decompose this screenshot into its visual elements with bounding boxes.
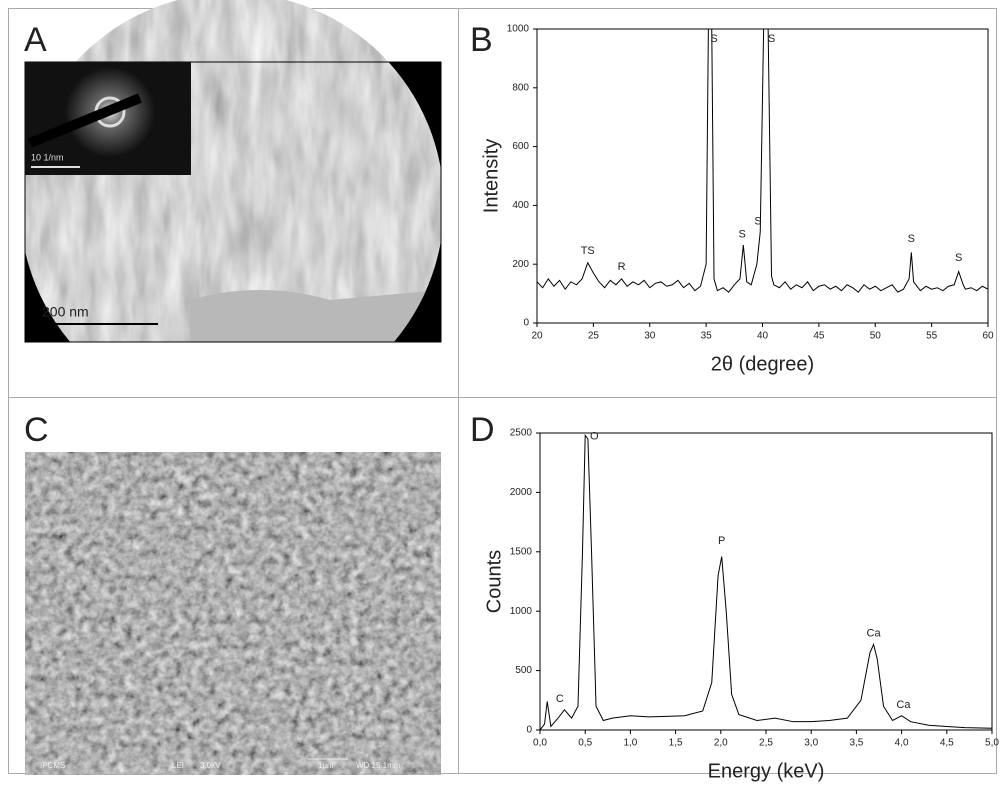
- x-tick-label: 30: [644, 331, 656, 342]
- x-axis-label: Energy (keV): [708, 760, 825, 782]
- x-tick-label: 5,0: [985, 738, 999, 749]
- scale-text: 200 nm: [42, 304, 89, 320]
- y-tick-label: 200: [512, 259, 529, 270]
- panel-letter: A: [24, 21, 47, 59]
- peak-label: R: [618, 261, 626, 273]
- panel-letter: D: [470, 411, 495, 449]
- beam-stop: [28, 93, 142, 148]
- peak-label: S: [955, 252, 962, 264]
- micrograph-border: [24, 61, 442, 343]
- x-tick-label: 3,5: [849, 738, 863, 749]
- x-tick-label: 45: [813, 331, 825, 342]
- sem-info: 3.0kV: [200, 761, 221, 770]
- peak-label: S: [739, 229, 746, 241]
- x-tick-label: 35: [701, 331, 713, 342]
- y-tick-label: 600: [512, 141, 529, 152]
- peak-label: O: [590, 430, 599, 442]
- plot-frame: [539, 432, 993, 731]
- y-tick-label: 400: [512, 200, 529, 211]
- x-tick-label: 40: [757, 331, 769, 342]
- peak-label: P: [718, 535, 725, 547]
- x-tick-label: 2,0: [714, 738, 728, 749]
- y-tick-label: 500: [515, 665, 532, 676]
- sem-info: WD 15.1mm: [356, 761, 401, 770]
- panel-letter: B: [470, 21, 493, 59]
- sem-micrograph: [25, 452, 441, 775]
- x-tick-label: 0,0: [533, 738, 547, 749]
- data-line: [537, 29, 988, 293]
- panel-letter: C: [24, 411, 49, 449]
- y-tick-label: 1000: [510, 606, 533, 617]
- peak-label: S: [754, 215, 761, 227]
- x-tick-label: 2,5: [759, 738, 773, 749]
- y-axis-label: Counts: [483, 550, 505, 613]
- x-tick-label: 20: [531, 331, 543, 342]
- y-tick-label: 2000: [510, 487, 533, 498]
- x-tick-label: 60: [982, 331, 994, 342]
- x-tick-label: 50: [870, 331, 882, 342]
- x-tick-label: 1,0: [623, 738, 637, 749]
- data-line: [540, 433, 992, 730]
- y-tick-label: 800: [512, 82, 529, 93]
- y-tick-label: 1500: [510, 546, 533, 557]
- peak-label: Ca: [867, 628, 882, 640]
- peak-label: S: [768, 33, 775, 45]
- y-tick-label: 0: [526, 725, 532, 736]
- peak-label: C: [556, 693, 564, 705]
- peak-label: Ca: [896, 699, 911, 711]
- x-tick-label: 4,0: [895, 738, 909, 749]
- x-tick-label: 1,5: [669, 738, 683, 749]
- peak-label: S: [908, 233, 915, 245]
- peak-label: TS: [581, 245, 595, 257]
- peak-label: S: [710, 33, 717, 45]
- sem-info: IPCMS: [40, 761, 65, 770]
- x-tick-label: 25: [588, 331, 600, 342]
- x-axis-label: 2θ (degree): [711, 353, 814, 375]
- sem-info: 1μm: [318, 761, 334, 770]
- y-tick-label: 2500: [510, 428, 533, 439]
- x-tick-label: 4,5: [940, 738, 954, 749]
- y-tick-label: 0: [523, 318, 529, 329]
- x-tick-label: 0,5: [578, 738, 592, 749]
- x-tick-label: 3,0: [804, 738, 818, 749]
- scale-text: 10 1/nm: [31, 152, 64, 162]
- sem-info: LEI: [172, 761, 184, 770]
- y-axis-label: Intensity: [480, 139, 502, 213]
- y-tick-label: 1000: [507, 24, 530, 35]
- frame: [8, 8, 997, 774]
- x-tick-label: 55: [926, 331, 938, 342]
